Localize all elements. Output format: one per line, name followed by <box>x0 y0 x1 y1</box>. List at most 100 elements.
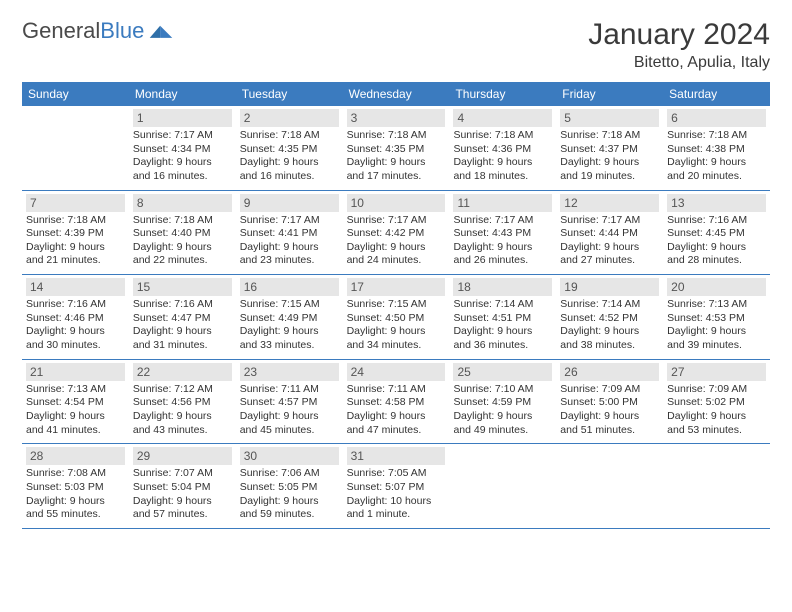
day-cell: 14 Sunrise: 7:16 AMSunset: 4:46 PMDayligh… <box>22 275 129 359</box>
day-cell: 23Sunrise: 7:11 AMSunset: 4:57 PMDayligh… <box>236 360 343 444</box>
day-info-line: Daylight: 9 hours <box>133 156 232 170</box>
day-info-line: Sunset: 4:36 PM <box>453 143 552 157</box>
day-info-line: Daylight: 9 hours <box>347 156 446 170</box>
day-info-line: Sunset: 5:04 PM <box>133 481 232 495</box>
day-info-line: Sunrise: 7:18 AM <box>560 129 659 143</box>
day-info-line: Sunset: 4:41 PM <box>240 227 339 241</box>
day-number: 9 <box>240 194 339 212</box>
day-cell: 12Sunrise: 7:17 AMSunset: 4:44 PMDayligh… <box>556 191 663 275</box>
day-info-line: and 59 minutes. <box>240 508 339 522</box>
day-cell <box>22 106 129 190</box>
day-info-line: Daylight: 9 hours <box>667 156 766 170</box>
weekday-wednesday: Wednesday <box>343 82 450 106</box>
day-cell: 8Sunrise: 7:18 AMSunset: 4:40 PMDaylight… <box>129 191 236 275</box>
day-info-line: and 16 minutes. <box>133 170 232 184</box>
day-info-line: Sunset: 5:02 PM <box>667 396 766 410</box>
day-info-line: and 53 minutes. <box>667 424 766 438</box>
day-info-line: Sunrise: 7:16 AM <box>26 298 125 312</box>
day-info-line: Sunset: 4:57 PM <box>240 396 339 410</box>
day-info-line: Daylight: 9 hours <box>133 325 232 339</box>
day-info-line: Daylight: 9 hours <box>133 410 232 424</box>
day-number: 13 <box>667 194 766 212</box>
weekday-saturday: Saturday <box>663 82 770 106</box>
day-info-line: and 28 minutes. <box>667 254 766 268</box>
header: GeneralBlue January 2024 Bitetto, Apulia… <box>22 18 770 72</box>
day-number: 29 <box>133 447 232 465</box>
day-number: 8 <box>133 194 232 212</box>
day-info-line: Daylight: 9 hours <box>240 241 339 255</box>
day-cell: 17Sunrise: 7:15 AMSunset: 4:50 PMDayligh… <box>343 275 450 359</box>
day-cell: 30Sunrise: 7:06 AMSunset: 5:05 PMDayligh… <box>236 444 343 528</box>
day-info-line: Sunrise: 7:17 AM <box>560 214 659 228</box>
day-info-line: Sunrise: 7:07 AM <box>133 467 232 481</box>
day-number: 31 <box>347 447 446 465</box>
day-number: 23 <box>240 363 339 381</box>
day-info-line: Daylight: 9 hours <box>453 241 552 255</box>
day-info-line: Sunrise: 7:17 AM <box>347 214 446 228</box>
day-info-line: Sunset: 4:43 PM <box>453 227 552 241</box>
day-info-line: Daylight: 9 hours <box>240 495 339 509</box>
day-info-line: Daylight: 9 hours <box>560 325 659 339</box>
day-number: 14 <box>26 278 125 296</box>
day-info-line: and 43 minutes. <box>133 424 232 438</box>
weekday-monday: Monday <box>129 82 236 106</box>
day-info-line: Daylight: 9 hours <box>240 156 339 170</box>
logo-text: GeneralBlue <box>22 18 144 44</box>
day-info-line: Sunset: 4:44 PM <box>560 227 659 241</box>
day-number: 22 <box>133 363 232 381</box>
day-info-line: Daylight: 9 hours <box>560 156 659 170</box>
day-number: 30 <box>240 447 339 465</box>
day-cell: 1Sunrise: 7:17 AMSunset: 4:34 PMDaylight… <box>129 106 236 190</box>
day-info-line: Sunset: 4:56 PM <box>133 396 232 410</box>
day-info-line: Sunrise: 7:11 AM <box>347 383 446 397</box>
day-cell: 19Sunrise: 7:14 AMSunset: 4:52 PMDayligh… <box>556 275 663 359</box>
day-info-line: Sunrise: 7:18 AM <box>347 129 446 143</box>
day-info-line: Daylight: 9 hours <box>667 325 766 339</box>
week-row: 28Sunrise: 7:08 AMSunset: 5:03 PMDayligh… <box>22 444 770 529</box>
day-info-line: Sunset: 5:07 PM <box>347 481 446 495</box>
day-info-line: and 30 minutes. <box>26 339 125 353</box>
day-number: 17 <box>347 278 446 296</box>
day-info-line: and 55 minutes. <box>26 508 125 522</box>
week-row: 21Sunrise: 7:13 AMSunset: 4:54 PMDayligh… <box>22 360 770 445</box>
day-number: 15 <box>133 278 232 296</box>
day-info-line: Sunrise: 7:08 AM <box>26 467 125 481</box>
day-info-line: Sunset: 4:50 PM <box>347 312 446 326</box>
day-cell: 9 Sunrise: 7:17 AMSunset: 4:41 PMDaylight… <box>236 191 343 275</box>
day-info-line: and 16 minutes. <box>240 170 339 184</box>
day-info-line: Sunset: 4:47 PM <box>133 312 232 326</box>
title-block: January 2024 Bitetto, Apulia, Italy <box>588 18 770 72</box>
day-info-line: Sunrise: 7:16 AM <box>133 298 232 312</box>
day-info-line: Sunrise: 7:17 AM <box>240 214 339 228</box>
day-info-line: Daylight: 9 hours <box>667 241 766 255</box>
day-info-line: Sunset: 4:46 PM <box>26 312 125 326</box>
day-number: 18 <box>453 278 552 296</box>
day-info-line: Sunset: 4:37 PM <box>560 143 659 157</box>
day-info-line: Sunrise: 7:17 AM <box>453 214 552 228</box>
day-info-line: and 34 minutes. <box>347 339 446 353</box>
day-info-line: and 1 minute. <box>347 508 446 522</box>
day-info-line: Sunset: 4:52 PM <box>560 312 659 326</box>
day-number: 16 <box>240 278 339 296</box>
day-info-line: and 24 minutes. <box>347 254 446 268</box>
day-info-line: Sunset: 4:53 PM <box>667 312 766 326</box>
day-info-line: and 38 minutes. <box>560 339 659 353</box>
day-info-line: and 21 minutes. <box>26 254 125 268</box>
day-number: 2 <box>240 109 339 127</box>
day-number: 19 <box>560 278 659 296</box>
day-number: 27 <box>667 363 766 381</box>
day-info-line: and 23 minutes. <box>240 254 339 268</box>
day-info-line: and 57 minutes. <box>133 508 232 522</box>
day-info-line: Daylight: 9 hours <box>26 325 125 339</box>
day-cell: 24Sunrise: 7:11 AMSunset: 4:58 PMDayligh… <box>343 360 450 444</box>
day-cell: 26Sunrise: 7:09 AMSunset: 5:00 PMDayligh… <box>556 360 663 444</box>
day-info-line: Sunrise: 7:16 AM <box>667 214 766 228</box>
week-row: 14Sunrise: 7:16 AMSunset: 4:46 PMDayligh… <box>22 275 770 360</box>
day-info-line: Daylight: 9 hours <box>26 241 125 255</box>
day-number: 20 <box>667 278 766 296</box>
logo: GeneralBlue <box>22 18 174 44</box>
day-info-line: Sunrise: 7:11 AM <box>240 383 339 397</box>
day-info-line: Sunrise: 7:18 AM <box>667 129 766 143</box>
day-info-line: and 49 minutes. <box>453 424 552 438</box>
day-info-line: Daylight: 9 hours <box>453 325 552 339</box>
